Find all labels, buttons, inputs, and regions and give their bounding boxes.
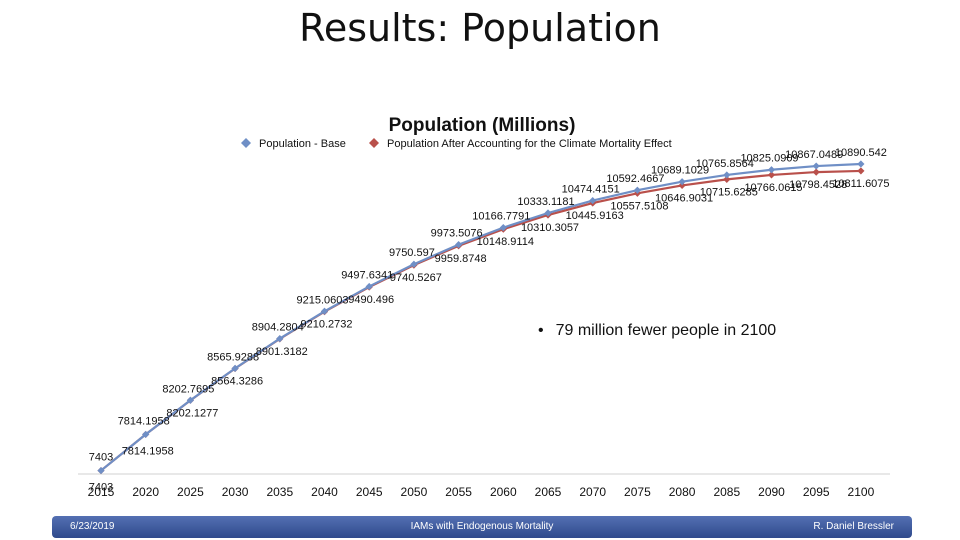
data-label-base: 10166.7791	[472, 211, 530, 223]
footer-bar: 6/23/2019 IAMs with Endogenous Mortality…	[52, 516, 912, 538]
data-label-base: 9750.597	[389, 247, 435, 259]
x-tick-label: 2030	[222, 485, 249, 499]
x-tick-label: 2020	[132, 485, 159, 499]
x-tick-label: 2095	[803, 485, 830, 499]
data-point-base	[812, 162, 820, 170]
data-label-climate: 10646.9031	[655, 192, 713, 204]
data-label-base: 10825.0909	[740, 153, 798, 165]
footer-author: R. Daniel Bressler	[813, 521, 894, 532]
data-point-base	[231, 364, 239, 372]
data-label-base: 8565.9288	[207, 351, 259, 363]
data-label-base: 9215.0603	[297, 294, 349, 306]
x-axis-ticks: 2015 2020 2025 2030 2035 2040 2045 2050 2055 2060…	[88, 485, 875, 499]
data-point-base	[142, 430, 150, 439]
data-point-base	[97, 466, 105, 475]
x-tick-label: 2085	[713, 485, 740, 499]
legend-label-base: Population - Base	[259, 138, 346, 150]
bullet-text: 79 million fewer people in 2100	[555, 322, 777, 339]
slide-title: Results: Population	[299, 6, 661, 50]
bullet-point: • 79 million fewer people in 2100	[538, 322, 776, 340]
data-label-climate: 10557.5108	[610, 200, 668, 212]
data-label-base: 8202.7695	[162, 383, 214, 395]
data-point-base	[499, 224, 507, 232]
data-point-base	[410, 260, 418, 268]
x-tick-label: 2045	[356, 485, 383, 499]
data-label-base: 8904.2804	[252, 322, 304, 334]
legend-marker-climate	[369, 138, 379, 148]
data-point-base	[633, 186, 641, 194]
series-line-base	[100, 162, 861, 472]
data-label-base: 10333.1181	[517, 196, 574, 208]
data-label-climate: 10310.3057	[521, 222, 579, 234]
x-tick-label: 2090	[758, 485, 785, 499]
data-label-climate: 8202.1277	[166, 407, 218, 419]
data-point-base	[544, 209, 552, 217]
x-tick-label: 2015	[88, 485, 115, 499]
data-label-base: 10474.4151	[562, 184, 620, 196]
data-label-climate: 7403	[89, 482, 113, 494]
data-label-climate: 9490.496	[348, 294, 394, 306]
data-point-base	[186, 396, 194, 404]
data-label-climate: 7814.1958	[122, 445, 174, 457]
series-layer	[97, 160, 865, 475]
data-point-base	[455, 241, 463, 249]
data-point-base	[276, 335, 284, 343]
x-tick-label: 2075	[624, 485, 651, 499]
x-tick-label: 2025	[177, 485, 204, 499]
data-label-climate: 10445.9163	[566, 210, 624, 222]
legend-label-climate: Population After Accounting for the Clim…	[387, 138, 672, 150]
x-tick-label: 2040	[311, 485, 338, 499]
data-label-climate: 9959.8748	[435, 253, 487, 265]
data-point-base	[365, 282, 373, 291]
x-tick-label: 2080	[669, 485, 696, 499]
data-point-base	[767, 166, 776, 174]
data-point-climate	[678, 181, 686, 190]
x-tick-label: 2050	[401, 485, 428, 499]
data-label-climate: 8901.3182	[256, 346, 308, 358]
data-point-base	[723, 171, 731, 179]
bullet-dot-icon: •	[538, 322, 544, 339]
x-tick-label: 2100	[848, 485, 875, 499]
data-point-base	[857, 160, 865, 168]
data-label-climate: 10811.6075	[832, 178, 889, 190]
data-point-base	[589, 196, 597, 205]
x-tick-label: 2060	[490, 485, 517, 499]
data-labels: 7403 7814.1958 8202.7695 8565.9288 8904.2804…	[89, 147, 890, 494]
data-label-climate: 10766.0615	[744, 182, 802, 194]
data-label-base: 9497.6341	[341, 269, 393, 281]
population-chart: Population (Millions) Population - Base …	[78, 115, 890, 499]
data-label-base: 10890.542	[835, 147, 887, 159]
data-label-climate: 9740.5267	[390, 272, 442, 284]
legend-marker-base	[241, 138, 251, 148]
data-label-base: 10592.4667	[606, 173, 664, 185]
footer-title: IAMs with Endogenous Mortality	[410, 521, 554, 532]
data-point-base	[320, 307, 329, 315]
data-point-climate	[812, 168, 820, 176]
data-label-base: 10867.0489	[785, 149, 843, 161]
data-label-base: 7403	[89, 452, 113, 464]
data-point-climate	[857, 167, 865, 175]
legend: Population - Base Population After Accou…	[241, 138, 672, 150]
data-label-base: 7814.1958	[118, 415, 170, 427]
chart-title: Population (Millions)	[389, 115, 576, 136]
data-point-base	[678, 178, 686, 186]
data-point-climate	[723, 175, 731, 183]
data-label-base: 10689.1029	[651, 165, 709, 177]
data-label-climate: 8564.3286	[211, 375, 263, 387]
data-label-base: 10765.8564	[696, 158, 754, 170]
data-label-climate: 9210.2732	[301, 319, 353, 331]
x-tick-label: 2035	[266, 485, 293, 499]
x-tick-label: 2055	[445, 485, 472, 499]
data-label-base: 9973.5076	[431, 228, 483, 240]
x-tick-label: 2070	[579, 485, 606, 499]
data-label-climate: 10715.6285	[700, 186, 758, 198]
x-tick-label: 2065	[535, 485, 562, 499]
data-label-climate: 10798.4528	[789, 179, 847, 191]
data-point-climate	[767, 171, 776, 179]
data-label-climate: 10148.9114	[477, 236, 534, 248]
footer-date: 6/23/2019	[70, 521, 115, 532]
